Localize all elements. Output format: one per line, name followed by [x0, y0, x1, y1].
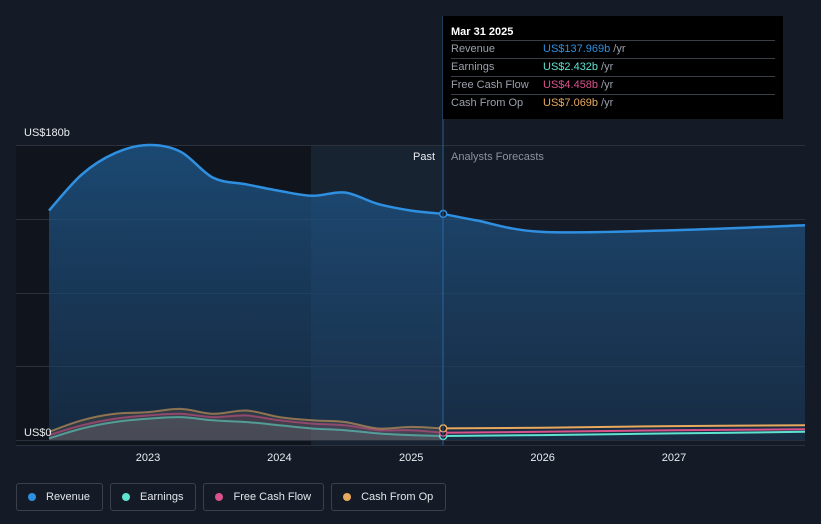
tooltip-unit: /yr — [601, 97, 614, 109]
tooltip-value: US$4.458b — [543, 79, 599, 91]
legend-dot-icon — [122, 493, 131, 501]
legend-item-free-cash-flow[interactable]: Free Cash Flow — [203, 483, 325, 511]
legend-dot-icon — [28, 493, 36, 501]
tooltip-label: Cash From Op — [451, 97, 524, 109]
tooltip-value: US$7.069b — [543, 97, 599, 109]
tooltip-row-earnings: Earnings US$2.432b /yr — [451, 58, 775, 76]
tooltip-label: Free Cash Flow — [451, 79, 529, 91]
series-line-revenue-forecast — [442, 212, 806, 234]
tooltip-row-revenue: Revenue US$137.969b /yr — [451, 40, 775, 58]
series-line-free-cash-flow-forecast — [443, 428, 806, 434]
series-line-cash-from-op-forecast — [443, 424, 806, 430]
legend-label: Free Cash Flow — [233, 491, 312, 503]
legend: Revenue Earnings Free Cash Flow Cash Fro… — [16, 483, 447, 511]
tooltip-date: Mar 31 2025 — [451, 26, 514, 38]
tooltip-unit: /yr — [613, 43, 626, 55]
area-revenue — [49, 144, 805, 441]
legend-dot-icon — [343, 493, 352, 501]
tooltip: Mar 31 2025 Revenue US$137.969b /yr Earn… — [443, 16, 783, 119]
x-tick-label: 2027 — [662, 452, 686, 464]
forecast-label: Analysts Forecasts — [451, 151, 544, 163]
x-tick-label: 2026 — [530, 452, 554, 464]
legend-item-revenue[interactable]: Revenue — [16, 483, 104, 511]
tooltip-row-free-cash-flow: Free Cash Flow US$4.458b /yr — [451, 76, 775, 94]
legend-label: Revenue — [46, 491, 91, 503]
legend-dot-icon — [215, 493, 224, 501]
tooltip-label: Earnings — [451, 61, 495, 73]
legend-item-earnings[interactable]: Earnings — [110, 483, 197, 511]
legend-label: Cash From Op — [361, 491, 434, 503]
tooltip-value: US$2.432b — [543, 61, 599, 73]
x-tick-label: 2024 — [267, 452, 291, 464]
legend-item-cash-from-op[interactable]: Cash From Op — [331, 483, 447, 511]
y-tick-label-zero: US$0 — [24, 427, 52, 439]
series-line-earnings-past — [48, 416, 444, 440]
past-label: Past — [413, 151, 435, 163]
tooltip-row-cash-from-op: Cash From Op US$7.069b /yr — [451, 94, 775, 112]
legend-label: Earnings — [140, 491, 184, 503]
tooltip-value: US$137.969b — [543, 43, 611, 55]
tooltip-unit: /yr — [601, 79, 614, 91]
series-line-earnings-forecast — [443, 430, 806, 437]
x-tick-label: 2025 — [399, 452, 423, 464]
area-cash-from-op — [49, 408, 444, 440]
y-tick-label-max: US$180b — [24, 127, 70, 139]
series-line-cash-from-op-past — [48, 407, 444, 433]
area-free-cash-flow — [49, 413, 444, 440]
tooltip-label: Revenue — [451, 43, 496, 55]
area-earnings — [49, 417, 444, 440]
series-line-revenue-past — [48, 143, 444, 216]
series-line-free-cash-flow-past — [48, 412, 444, 437]
tooltip-unit: /yr — [601, 61, 614, 73]
x-tick-label: 2023 — [136, 452, 160, 464]
